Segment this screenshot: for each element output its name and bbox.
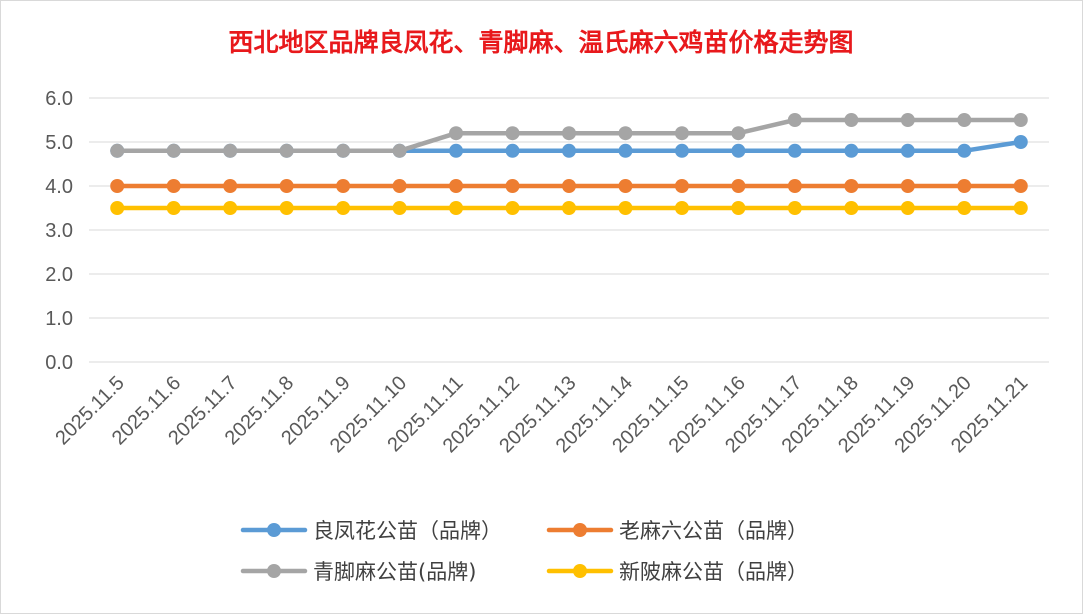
legend-swatch-marker [267,564,281,578]
data-point [900,113,915,127]
data-point [957,113,972,127]
data-point [844,179,859,193]
x-axis-ticks: 2025.11.52025.11.62025.11.72025.11.82025… [51,372,1032,457]
data-point [166,201,181,215]
data-point [900,143,915,158]
data-point [1013,179,1028,193]
data-point [505,179,520,193]
legend-label: 老麻六公苗（品牌） [619,519,808,543]
data-point [731,126,746,141]
data-point [1013,135,1028,149]
data-point [844,143,859,158]
data-point [674,143,689,158]
data-point [674,179,689,193]
legend-item: 老麻六公苗（品牌） [546,519,808,543]
data-point [392,143,407,158]
legend-label: 新陂麻公苗（品牌） [619,560,808,584]
data-point [787,179,802,193]
data-point [336,179,351,193]
legend-swatch-marker [573,523,587,537]
data-point [562,201,576,215]
series-3 [110,113,1028,158]
data-point [279,179,294,193]
data-point [618,201,633,215]
data-point [844,113,859,127]
series-4 [110,201,1028,215]
data-point [505,143,520,158]
data-point [223,143,238,158]
legend-swatch-marker [267,523,281,537]
data-point [731,201,746,215]
data-point [279,201,294,215]
data-point [1013,201,1028,215]
data-point [336,143,351,158]
data-point [392,179,407,193]
y-tick-label: 0.0 [45,352,73,374]
data-point [449,179,464,193]
data-point [674,126,689,141]
legend: 良凤花公苗（品牌） 老麻六公苗（品牌） 青脚麻公苗(品牌) 新陂麻公苗（品牌） [240,519,808,584]
data-point [618,179,633,193]
data-point [110,143,125,158]
data-point [110,201,125,215]
data-point [618,143,633,158]
data-point [787,143,802,158]
legend-swatch-marker [573,564,587,578]
data-point [900,201,915,215]
legend-label: 良凤花公苗（品牌） [313,519,502,543]
data-point [505,126,520,141]
data-point [731,179,746,193]
data-point [787,201,802,215]
legend-item: 良凤花公苗（品牌） [240,519,502,543]
data-point [505,201,520,215]
legend-label: 青脚麻公苗(品牌) [313,560,476,584]
data-point [336,201,351,215]
legend-item: 青脚麻公苗(品牌) [240,560,476,584]
y-axis-ticks: 0.0 1.0 2.0 3.0 4.0 5.0 6.0 [45,88,73,374]
data-point [392,201,407,215]
data-point [900,179,915,193]
data-point [787,113,802,127]
data-point [957,201,972,215]
data-point [223,201,238,215]
y-tick-label: 6.0 [45,88,73,110]
data-point [449,201,464,215]
y-tick-label: 3.0 [45,220,73,242]
y-tick-label: 1.0 [45,308,73,330]
y-tick-label: 2.0 [45,264,73,286]
data-point [223,179,238,193]
series-2 [110,179,1028,193]
data-point [1013,113,1028,127]
data-point [449,126,464,141]
y-tick-label: 4.0 [45,176,73,198]
data-point [166,179,181,193]
data-point [674,201,689,215]
data-point [562,179,576,193]
data-point [731,143,746,158]
series-layer [110,113,1028,215]
legend-item: 新陂麻公苗（品牌） [546,560,808,584]
data-point [110,179,125,193]
data-point [562,143,576,158]
chart-title: 西北地区品牌良凤花、青脚麻、温氏麻六鸡苗价格走势图 [228,28,853,57]
data-point [562,126,576,141]
data-point [449,143,464,158]
data-point [166,143,181,158]
data-point [844,201,859,215]
data-point [279,143,294,158]
y-tick-label: 5.0 [45,132,73,154]
data-point [957,179,972,193]
data-point [957,143,972,158]
data-point [618,126,633,141]
